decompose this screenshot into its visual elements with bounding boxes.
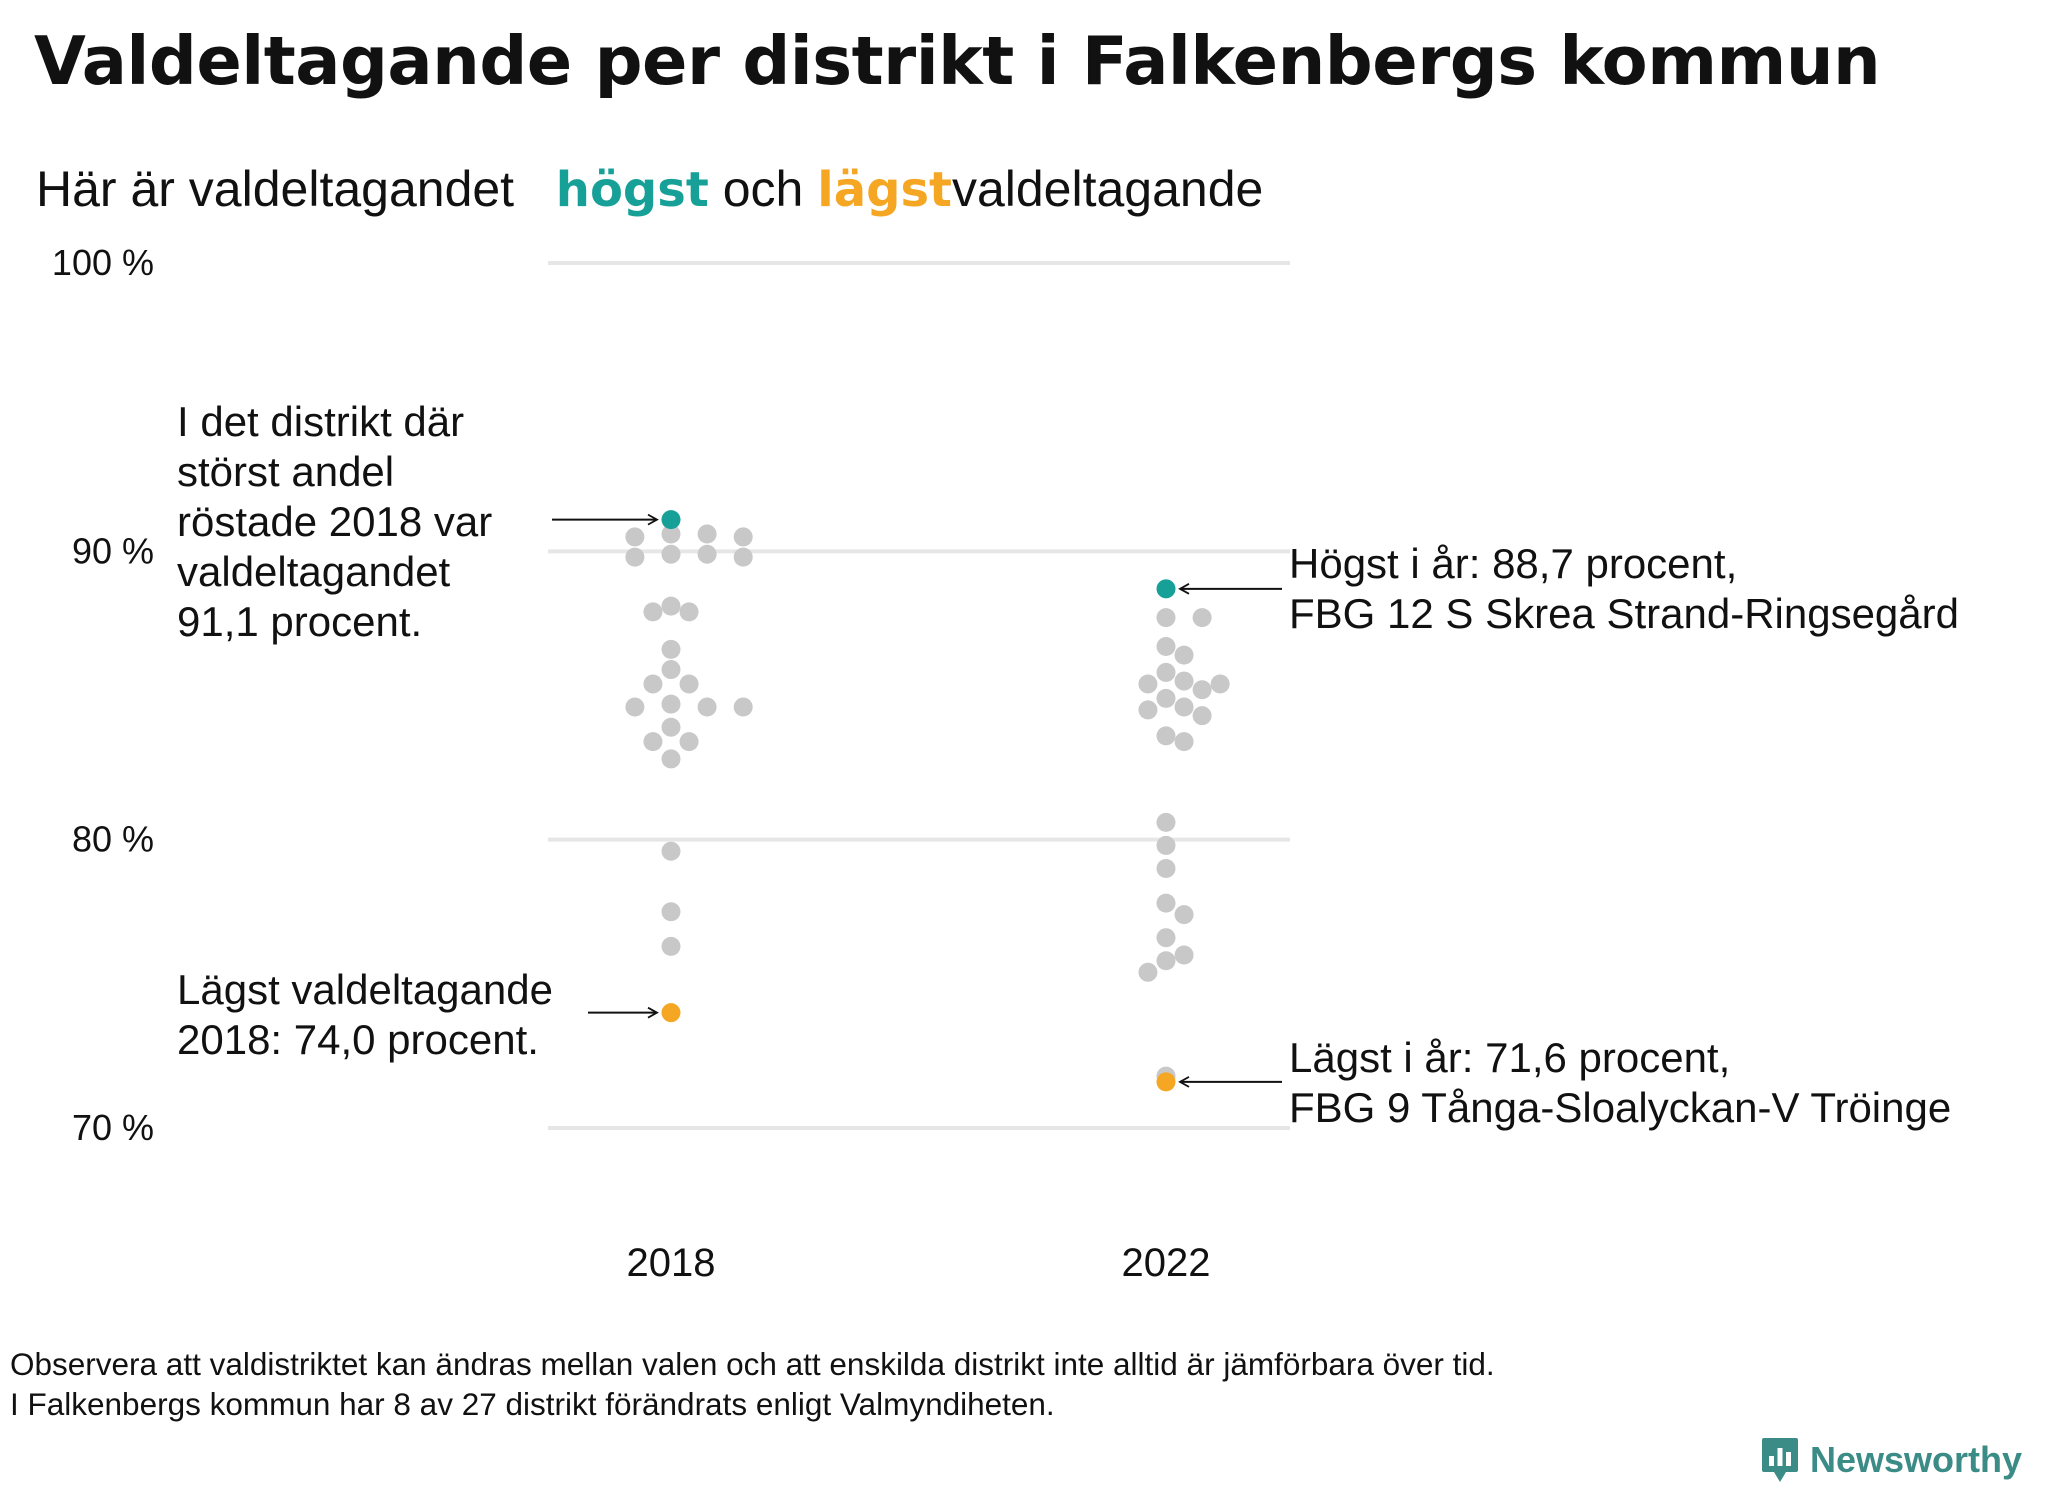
annotations: I det distrikt där störst andel röstade 20… xyxy=(177,398,1959,1131)
footnote-line-1: Observera att valdistriktet kan ändras m… xyxy=(10,1346,1495,1382)
annotation-top-2018: I det distrikt där störst andel röstade 20… xyxy=(177,398,492,645)
data-point xyxy=(733,527,753,547)
data-point xyxy=(697,524,717,544)
subtitle-low-word: lägst xyxy=(817,162,952,218)
data-points xyxy=(625,510,1230,1092)
data-point xyxy=(625,527,645,547)
data-point xyxy=(733,697,753,717)
data-point xyxy=(679,732,699,752)
annotation-low-2018: Lägst valdeltagande 2018: 74,0 procent. xyxy=(177,966,553,1063)
data-point xyxy=(697,697,717,717)
data-point xyxy=(661,936,681,956)
data-point xyxy=(661,694,681,714)
data-point xyxy=(697,544,717,564)
data-point xyxy=(661,841,681,861)
data-point xyxy=(1174,671,1194,691)
data-point xyxy=(1138,700,1158,720)
highest-point xyxy=(661,510,681,530)
data-point xyxy=(1156,636,1176,656)
subtitle-suffix: valdeltagande xyxy=(951,161,1264,217)
data-point xyxy=(625,547,645,567)
lowest-point xyxy=(661,1003,681,1023)
data-point xyxy=(733,547,753,567)
data-point xyxy=(661,749,681,769)
data-point xyxy=(679,602,699,622)
data-point xyxy=(1174,645,1194,665)
data-point xyxy=(1156,928,1176,948)
data-point xyxy=(643,732,663,752)
data-point xyxy=(625,697,645,717)
y-tick-label: 90 % xyxy=(72,530,154,571)
annotation-top-2022: Högst i år: 88,7 procent, FBG 12 S Skrea … xyxy=(1289,540,1959,637)
data-point xyxy=(1174,945,1194,965)
data-point xyxy=(1174,697,1194,717)
data-point xyxy=(1156,893,1176,913)
y-axis-labels: 70 % 80 % 90 % 100 % xyxy=(52,242,154,1148)
data-point xyxy=(661,717,681,737)
highest-point xyxy=(1156,579,1176,599)
chart-title: Valdeltagande per distrikt i Falkenbergs… xyxy=(34,22,1881,100)
data-point xyxy=(1156,951,1176,971)
newsworthy-logo-icon xyxy=(1761,1438,1798,1482)
chart-subtitle: Här är valdeltagandet högst och lägstval… xyxy=(36,160,1263,218)
brand-logo: Newsworthy xyxy=(1760,1436,2022,1484)
data-point xyxy=(1174,905,1194,925)
lowest-point xyxy=(1156,1072,1176,1092)
data-point xyxy=(1156,662,1176,682)
footnote-line-2: I Falkenbergs kommun har 8 av 27 distrik… xyxy=(10,1386,1055,1422)
data-point xyxy=(661,639,681,659)
data-point xyxy=(1156,726,1176,746)
data-point xyxy=(643,602,663,622)
y-tick-label: 80 % xyxy=(72,819,154,860)
data-point xyxy=(1192,706,1212,726)
data-point xyxy=(661,660,681,680)
data-point xyxy=(661,524,681,544)
beeswarm-chart: 70 % 80 % 90 % 100 % 2018 2022 I det distrik… xyxy=(52,242,1959,1285)
subtitle-high-word: högst xyxy=(555,162,709,218)
data-point xyxy=(1210,674,1230,694)
x-tick-label: 2018 xyxy=(627,1241,716,1285)
data-point xyxy=(661,596,681,616)
subtitle-middle: och xyxy=(722,161,804,217)
data-point xyxy=(1192,608,1212,628)
data-point xyxy=(1138,962,1158,982)
grid-lines xyxy=(548,261,1290,1130)
data-point xyxy=(661,544,681,564)
annotation-low-2022: Lägst i år: 71,6 procent, FBG 9 Tånga-Slo… xyxy=(1289,1034,1951,1131)
data-point xyxy=(1192,680,1212,700)
data-point xyxy=(1156,688,1176,708)
data-point xyxy=(1156,859,1176,878)
data-point xyxy=(1156,835,1176,855)
footnote: Observera att valdistriktet kan ändras m… xyxy=(10,1344,1495,1424)
x-tick-label: 2022 xyxy=(1122,1241,1211,1285)
data-point xyxy=(1156,608,1176,628)
subtitle-prefix: Här är valdeltagandet xyxy=(36,161,515,217)
data-point xyxy=(679,674,699,694)
brand-name: Newsworthy xyxy=(1809,1439,2022,1480)
data-point xyxy=(1156,812,1176,832)
data-point xyxy=(1174,732,1194,752)
y-tick-label: 70 % xyxy=(72,1107,154,1148)
data-point xyxy=(661,902,681,922)
y-tick-label: 100 % xyxy=(52,242,154,283)
x-axis-labels: 2018 2022 xyxy=(627,1241,1211,1285)
data-point xyxy=(1138,674,1158,694)
data-point xyxy=(643,674,663,694)
